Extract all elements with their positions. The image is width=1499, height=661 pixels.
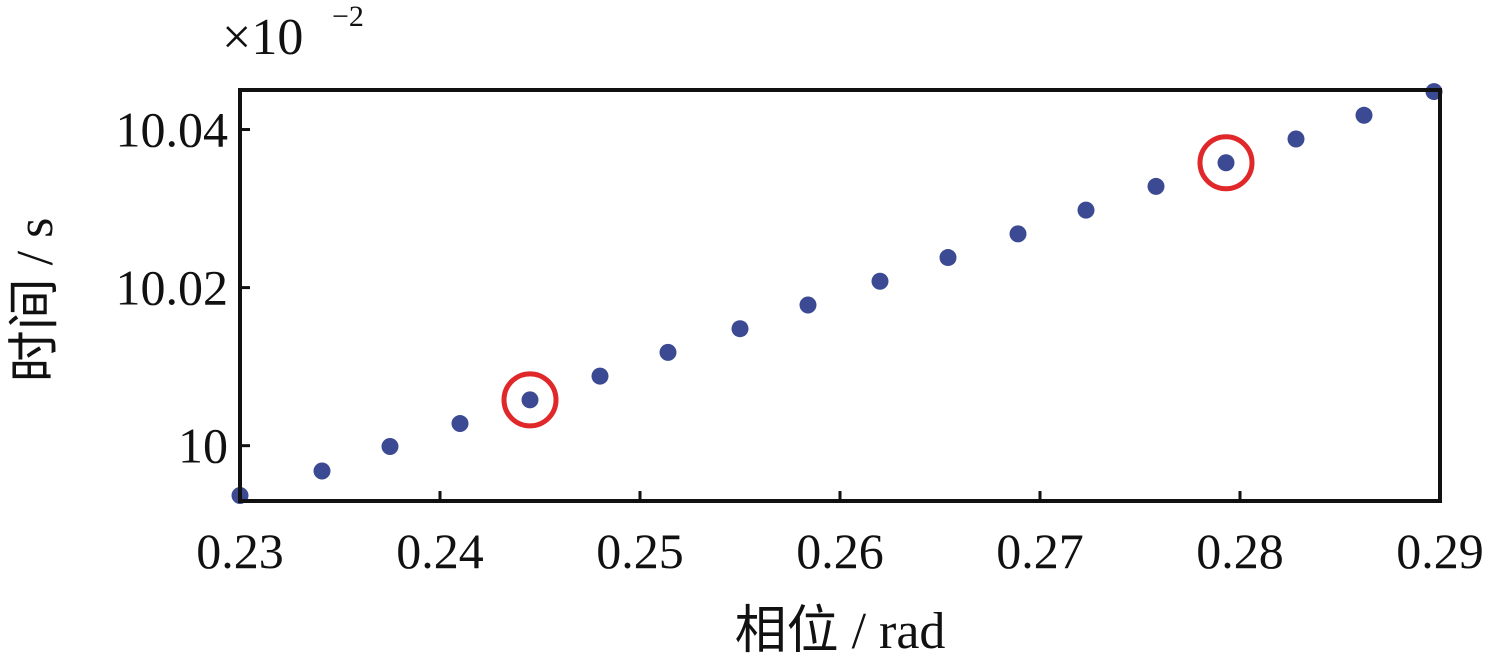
data-point — [313, 462, 331, 480]
data-point — [731, 320, 749, 338]
data-point — [659, 343, 677, 361]
plot-frame — [238, 88, 1442, 503]
x-tick-label: 0.26 — [796, 523, 884, 579]
y-tick-label: 10.04 — [116, 102, 229, 158]
data-point — [871, 272, 889, 290]
y-tick-label: 10.02 — [116, 260, 229, 316]
y-axis-title: 时间 / s — [7, 218, 64, 383]
data-point — [521, 391, 539, 409]
y-scale-factor-exponent: −2 — [332, 0, 364, 33]
y-scale-factor-label: ×10 — [222, 9, 303, 66]
data-point — [1009, 225, 1027, 243]
highlight-circle — [501, 371, 559, 429]
y-axis-ticks: 10 10.02 10.04 — [116, 102, 250, 474]
x-tick-label: 0.27 — [996, 523, 1084, 579]
x-tick-label: 0.25 — [596, 523, 684, 579]
x-tick-label: 0.23 — [196, 523, 284, 579]
x-axis-title: 相位 / rad — [735, 603, 946, 660]
data-point — [451, 415, 469, 433]
data-points — [231, 83, 1443, 504]
data-point — [591, 367, 609, 385]
data-point — [1077, 201, 1095, 219]
data-point — [799, 296, 817, 314]
data-point — [1217, 154, 1235, 172]
x-tick-label: 0.24 — [396, 523, 484, 579]
x-tick-label: 0.28 — [1196, 523, 1284, 579]
y-scale-factor: ×10 −2 — [222, 0, 364, 66]
highlight-circle — [1197, 134, 1255, 192]
data-point — [1147, 177, 1165, 195]
x-tick-label: 0.29 — [1396, 523, 1484, 579]
data-point — [939, 249, 957, 267]
data-point — [1355, 106, 1373, 124]
x-axis-ticks: 0.23 0.24 0.25 0.26 0.27 0.28 0.29 — [196, 491, 1484, 579]
highlight-circles — [501, 134, 1255, 429]
y-tick-label: 10 — [178, 418, 228, 474]
data-point — [381, 437, 399, 455]
data-point — [1287, 130, 1305, 148]
